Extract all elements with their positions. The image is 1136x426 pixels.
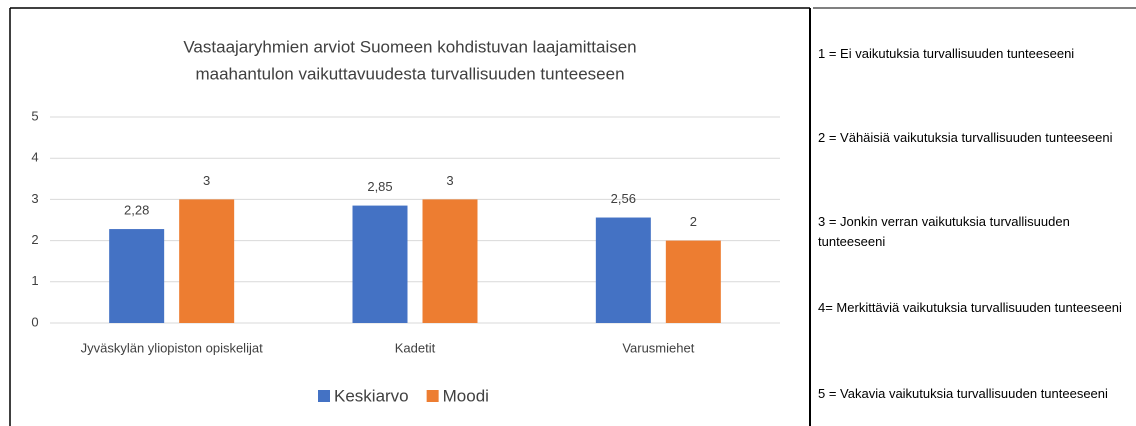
- legend-swatch: [318, 390, 330, 402]
- data-label: 3: [203, 173, 210, 188]
- y-tick-label: 5: [31, 108, 38, 123]
- x-tick-label: Kadetit: [395, 340, 436, 355]
- scale-note: 4= Merkittäviä vaikutuksia turvallisuude…: [818, 300, 1122, 315]
- data-label: 2,28: [124, 203, 149, 218]
- y-tick-label: 2: [31, 232, 38, 247]
- legend-label: Keskiarvo: [334, 386, 409, 405]
- data-label: 2,56: [611, 191, 636, 206]
- y-tick-label: 1: [31, 273, 38, 288]
- bar: [352, 205, 408, 323]
- bar: [665, 240, 721, 323]
- legend-swatch: [426, 390, 439, 402]
- y-tick-label: 4: [31, 150, 38, 165]
- y-tick-label: 3: [31, 191, 38, 206]
- x-tick-label: Jyväskylän yliopiston opiskelijat: [81, 340, 263, 355]
- legend-label: Moodi: [443, 386, 489, 405]
- data-label: 3: [446, 173, 453, 188]
- y-tick-label: 0: [31, 314, 38, 329]
- scale-note: 2 = Vähäisiä vaikutuksia turvallisuuden …: [818, 130, 1113, 145]
- chart-title: maahantulon vaikuttavuudesta turvallisuu…: [195, 64, 624, 83]
- bar: [109, 229, 165, 323]
- data-label: 2,85: [367, 179, 392, 194]
- bar: [179, 199, 235, 323]
- bar: [595, 217, 651, 323]
- scale-note: 3 = Jonkin verran vaikutuksia turvallisu…: [818, 214, 1070, 249]
- chart-title: Vastaajaryhmien arviot Suomeen kohdistuv…: [183, 37, 636, 56]
- scale-note: 1 = Ei vaikutuksia turvallisuuden tuntee…: [818, 46, 1075, 61]
- data-label: 2: [690, 214, 697, 229]
- bar: [422, 199, 478, 323]
- scale-note: 5 = Vakavia vaikutuksia turvallisuuden t…: [818, 386, 1108, 401]
- x-tick-label: Varusmiehet: [622, 340, 694, 355]
